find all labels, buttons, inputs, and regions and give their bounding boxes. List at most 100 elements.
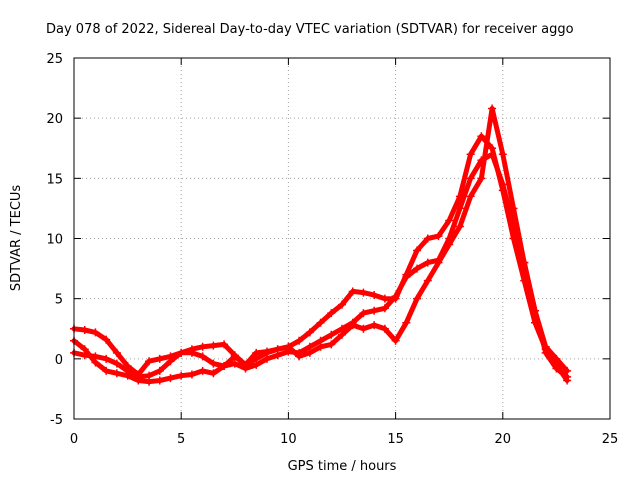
data-point — [262, 347, 271, 356]
data-point — [230, 352, 239, 361]
y-tick-label: 10 — [46, 233, 63, 248]
data-point — [370, 291, 379, 300]
data-point — [198, 366, 207, 375]
data-point — [305, 348, 314, 357]
data-point — [230, 359, 239, 368]
data-point — [145, 377, 154, 386]
data-point — [284, 342, 293, 351]
data-point — [252, 360, 261, 369]
data-point — [198, 342, 207, 351]
y-tick-label: 20 — [46, 112, 63, 127]
data-point — [445, 240, 454, 249]
data-point — [327, 340, 336, 349]
data-point — [509, 204, 518, 213]
data-point — [134, 376, 143, 385]
data-point — [145, 357, 154, 366]
data-point — [155, 354, 164, 363]
data-point — [91, 358, 100, 367]
data-point — [80, 325, 89, 334]
data-point — [252, 348, 261, 357]
data-point — [177, 371, 186, 380]
data-point — [552, 364, 561, 373]
data-point — [466, 150, 475, 159]
y-tick-label: 0 — [55, 353, 63, 368]
data-point — [423, 234, 432, 243]
data-point — [112, 369, 121, 378]
data-point — [209, 369, 218, 378]
data-point — [541, 342, 550, 351]
x-axis-label: GPS time / hours — [288, 459, 397, 474]
data-point — [177, 348, 186, 357]
data-point — [488, 104, 497, 113]
data-point — [305, 328, 314, 337]
data-point — [434, 258, 443, 267]
data-point — [530, 306, 539, 315]
data-point — [80, 345, 89, 354]
data-point — [477, 174, 486, 183]
data-point — [380, 304, 389, 313]
data-point — [552, 354, 561, 363]
data-point — [391, 336, 400, 345]
data-point — [262, 354, 271, 363]
data-point — [91, 328, 100, 337]
data-point — [187, 348, 196, 357]
data-point — [155, 366, 164, 375]
data-point — [102, 335, 111, 344]
data-point — [241, 360, 250, 369]
y-tick-label: 5 — [55, 293, 63, 308]
data-point — [209, 359, 218, 368]
data-point — [359, 309, 368, 318]
data-point — [220, 340, 229, 349]
data-point — [455, 222, 464, 231]
data-point — [209, 341, 218, 350]
data-point — [498, 150, 507, 159]
y-axis-label: SDTVAR / TECUs — [9, 185, 24, 292]
data-point — [220, 362, 229, 371]
data-point — [380, 294, 389, 303]
data-point — [423, 276, 432, 285]
data-point — [380, 324, 389, 333]
data-point — [477, 132, 486, 141]
data-point — [166, 374, 175, 383]
data-point — [123, 371, 132, 380]
axis-ticks: 0 5 10 15 20 25 -5 0 5 10 15 20 25 — [46, 52, 618, 447]
data-point — [166, 357, 175, 366]
x-tick-label: 5 — [177, 432, 185, 447]
data-point — [445, 216, 454, 225]
data-point — [348, 287, 357, 296]
data-point — [338, 330, 346, 339]
data-point — [316, 342, 325, 351]
x-tick-label: 10 — [280, 432, 297, 447]
x-tick-label: 15 — [387, 432, 404, 447]
data-point — [520, 258, 529, 267]
data-point — [327, 330, 336, 339]
data-point — [370, 321, 379, 330]
data-point — [112, 348, 121, 357]
data-point — [359, 324, 368, 333]
data-point — [295, 352, 304, 361]
data-point — [102, 354, 111, 363]
data-point — [316, 318, 325, 327]
data-point — [112, 359, 121, 368]
y-tick-label: -5 — [50, 413, 63, 428]
x-tick-label: 25 — [602, 432, 619, 447]
data-point — [413, 246, 422, 255]
data-point — [498, 180, 507, 189]
data-point — [466, 174, 475, 183]
data-point — [295, 336, 304, 345]
data-series — [70, 104, 572, 386]
data-point — [327, 309, 336, 318]
data-point — [102, 366, 111, 375]
x-tick-label: 20 — [495, 432, 512, 447]
data-point — [273, 345, 282, 354]
grid-lines — [74, 58, 610, 419]
data-point — [434, 232, 443, 241]
y-tick-label: 25 — [46, 52, 63, 67]
y-tick-label: 15 — [46, 172, 63, 187]
data-point — [455, 204, 464, 213]
data-point — [413, 264, 422, 273]
data-point — [338, 300, 346, 309]
data-point — [370, 306, 379, 315]
data-point — [187, 370, 196, 379]
